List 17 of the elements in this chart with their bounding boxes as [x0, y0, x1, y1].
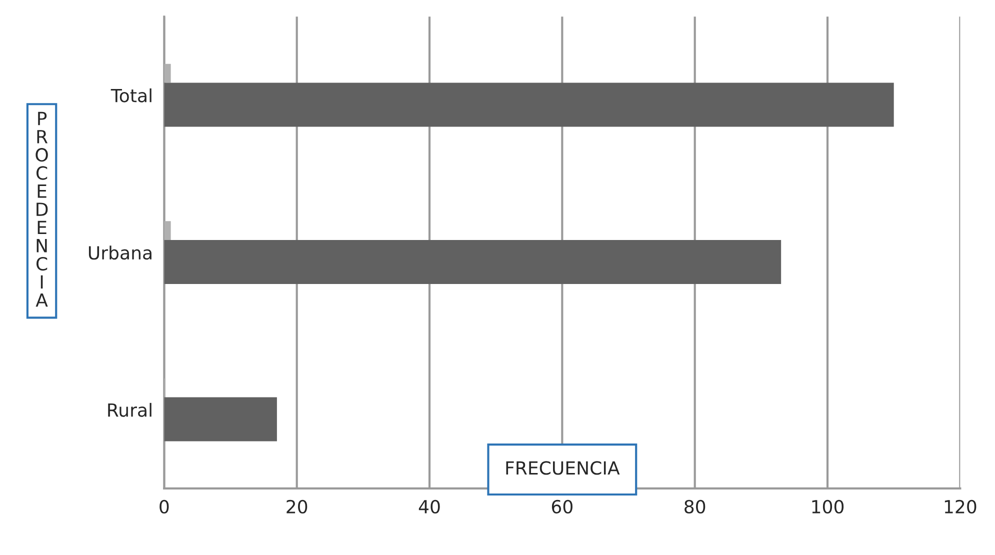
x-tick-label: 100	[812, 500, 844, 514]
y-tick-label: Rural	[108, 402, 152, 417]
x-tick-label: 20	[286, 500, 308, 514]
y-tick-label: Total	[110, 88, 152, 102]
x-tick-label: 80	[684, 500, 706, 514]
y-tick-label: Urbana	[88, 246, 152, 260]
x-tick-label: 40	[418, 500, 440, 514]
bar	[164, 64, 171, 83]
x-tick-label: 0	[160, 500, 169, 514]
bar	[164, 240, 782, 284]
bar	[164, 397, 277, 442]
bar	[164, 82, 894, 127]
bar	[164, 221, 171, 240]
x-tick-label: 60	[552, 500, 572, 514]
text: PROCEDENCIA	[36, 112, 48, 307]
x-tick-label: 120	[944, 500, 976, 514]
x-axis-title: FRECUENCIA	[506, 461, 620, 475]
